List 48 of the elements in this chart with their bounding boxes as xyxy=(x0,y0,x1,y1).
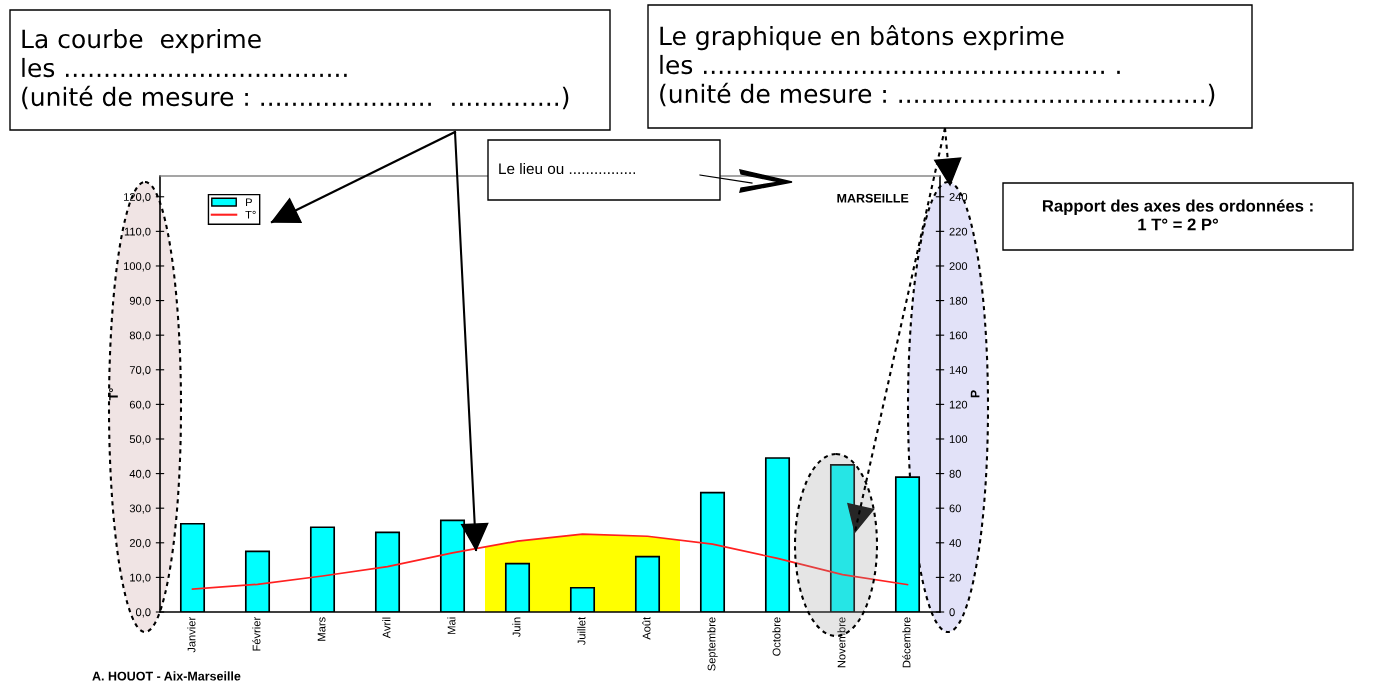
text: MARSEILLE xyxy=(837,193,909,203)
x-tick-label: Septembre xyxy=(707,617,718,671)
y-tick-label: 50,0 xyxy=(129,435,151,445)
x-tick-label: Décembre xyxy=(902,617,911,668)
text: Rapport des axes des ordonnées : 1 T° = 2 P° xyxy=(1042,199,1313,231)
legend-label: P xyxy=(246,198,252,207)
x-tick-label: Août xyxy=(642,616,651,640)
y2-tick-label: 140 xyxy=(949,366,968,374)
y-tick-label: 20,0 xyxy=(129,539,151,549)
x-tick-label: Février xyxy=(252,617,261,651)
y2-tick-label: 40 xyxy=(949,539,961,547)
y2-axis-title: P xyxy=(970,390,980,398)
text: A. HOUOT - Aix-Marseille xyxy=(92,671,241,681)
y2-tick-label: 120 xyxy=(949,400,968,409)
x-tick-label: Mars xyxy=(317,617,326,641)
y-tick-label: 60,0 xyxy=(129,400,151,410)
y2-tick-label: 60 xyxy=(949,504,961,513)
x-tick-label: Mai xyxy=(447,617,456,634)
y2-tick-label: 180 xyxy=(949,296,968,305)
text: La courbe exprime les .................................... (unité de mesure : ...................... ..............) xyxy=(22,28,569,110)
x-tick-label: Juin xyxy=(512,617,521,638)
legend-label: T° xyxy=(245,210,256,219)
y-tick-label: 100,0 xyxy=(124,262,151,272)
y2-tick-label: 100 xyxy=(949,435,968,444)
y-tick-label: 70,0 xyxy=(129,366,151,376)
y-tick-label: 30,0 xyxy=(129,504,151,514)
x-tick-label: Janvier xyxy=(187,617,196,653)
y2-tick-label: 20 xyxy=(949,573,961,582)
y2-tick-label: 160 xyxy=(949,331,968,340)
y-tick-label: 120,0 xyxy=(124,193,151,203)
y-tick-label: 90,0 xyxy=(129,296,151,307)
y2-tick-label: 220 xyxy=(949,227,968,236)
x-tick-label: Novembre xyxy=(837,617,846,668)
x-tick-label: Octobre xyxy=(772,617,781,656)
line-series xyxy=(191,533,909,590)
y-tick-label: 10,0 xyxy=(130,573,151,583)
y-tick-label: 80,0 xyxy=(129,331,151,341)
text: Le lieu ou ................ xyxy=(499,162,636,175)
y2-tick-label: 200 xyxy=(949,262,968,271)
text: Le graphique en bâtons exprime les ................................................... . (unité de mesure : .......................................) xyxy=(660,24,1215,107)
y-tick-label: 40,0 xyxy=(129,469,151,480)
y2-tick-label: 80 xyxy=(949,469,961,478)
y2-tick-label: 0 xyxy=(949,608,955,617)
y2-tick-label: 240 xyxy=(949,193,968,201)
y-tick-label: 110,0 xyxy=(124,227,151,237)
x-tick-label: Juillet xyxy=(577,616,586,646)
x-tick-label: Avril xyxy=(382,617,391,639)
y-tick-label: 0,0 xyxy=(135,608,151,618)
